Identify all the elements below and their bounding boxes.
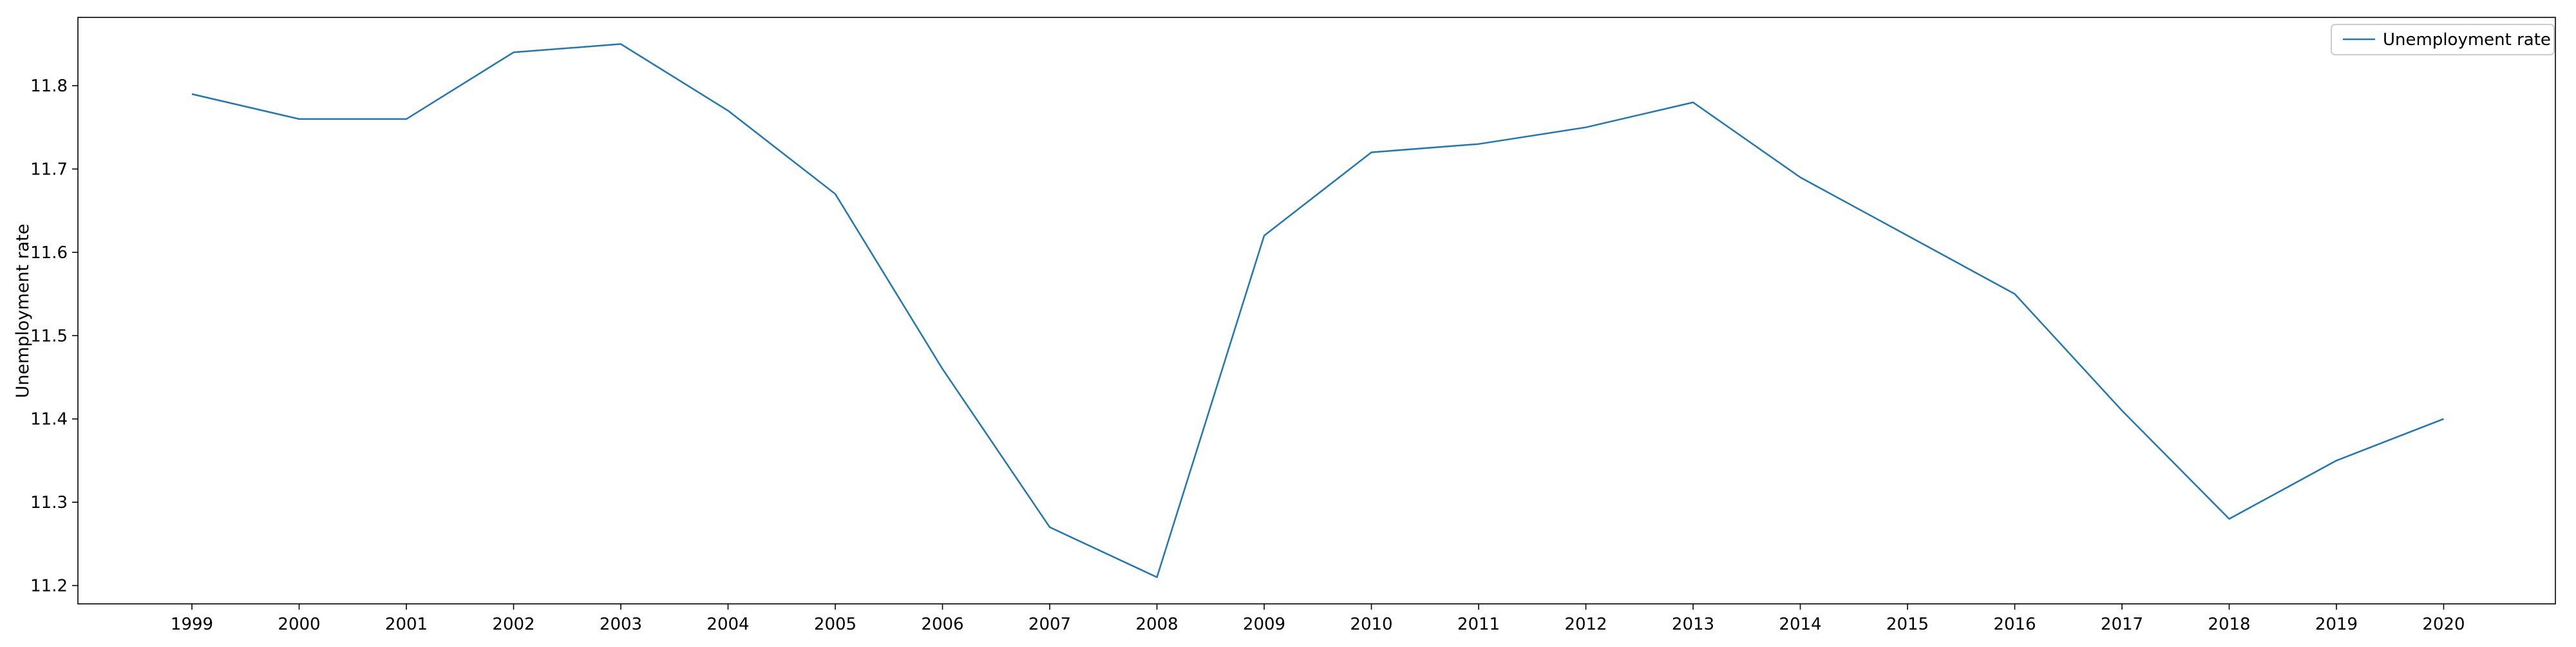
y-tick-label: 11.8	[30, 77, 68, 96]
x-tick-label: 2003	[600, 615, 642, 634]
y-tick-label: 11.4	[30, 410, 68, 429]
data-point	[727, 109, 730, 112]
plot-frame	[77, 17, 2556, 605]
data-point	[2228, 518, 2231, 520]
x-tick-label: 2013	[1672, 615, 1714, 634]
x-tick-label: 2011	[1457, 615, 1500, 634]
y-axis: 11.2 11.3 11.4 11.5 11.6 11.7 11.8	[30, 77, 78, 596]
y-tick-label: 11.7	[30, 160, 68, 180]
x-tick-label: 2006	[921, 615, 963, 634]
x-tick-label: 2002	[492, 615, 535, 634]
data-point	[1370, 151, 1373, 154]
data-point	[942, 368, 944, 370]
data-point	[1477, 143, 1480, 145]
data-point	[1048, 526, 1051, 529]
x-tick-label: 2017	[2101, 615, 2143, 634]
x-tick-label: 2012	[1564, 615, 1607, 634]
x-tick-label: 2009	[1243, 615, 1285, 634]
y-tick-label: 11.3	[30, 493, 68, 512]
data-point	[1692, 101, 1694, 104]
data-point	[2121, 409, 2123, 412]
data-point	[191, 93, 193, 95]
y-axis-title: Unemployment rate	[13, 224, 33, 399]
x-tick-label: 1999	[171, 615, 213, 634]
data-point	[1906, 234, 1909, 237]
x-tick-label: 2001	[385, 615, 428, 634]
x-tick-label: 2019	[2315, 615, 2358, 634]
data-point	[1263, 234, 1265, 237]
legend-label: Unemployment rate	[2383, 30, 2551, 50]
x-tick-label: 2010	[1350, 615, 1392, 634]
data-point	[405, 118, 408, 120]
x-axis: 1999 2000 2001 2002 2003 2004 2005 2006 2007 2008…	[171, 604, 2465, 634]
legend-box	[2331, 24, 2555, 55]
x-tick-label: 2016	[1993, 615, 2036, 634]
series-line-unemployment-rate	[191, 43, 2444, 578]
data-point	[2014, 293, 2016, 295]
y-tick-label: 11.5	[30, 326, 68, 346]
x-tick-label: 2005	[814, 615, 857, 634]
data-point	[1585, 126, 1587, 129]
x-tick-label: 2007	[1028, 615, 1071, 634]
data-point	[1799, 176, 1802, 178]
x-tick-label: 2000	[278, 615, 320, 634]
x-tick-label: 2004	[706, 615, 749, 634]
x-tick-label: 2020	[2422, 615, 2465, 634]
data-point	[298, 118, 301, 120]
data-point	[513, 51, 515, 53]
x-tick-label: 2014	[1779, 615, 1821, 634]
data-point	[834, 192, 837, 195]
data-point	[2335, 459, 2338, 462]
series-layer	[191, 42, 2445, 579]
x-tick-label: 2015	[1886, 615, 1929, 634]
x-tick-label: 2018	[2208, 615, 2250, 634]
legend: Unemployment rate	[2331, 24, 2555, 55]
data-point	[620, 42, 622, 45]
data-point	[2443, 418, 2445, 420]
x-tick-label: 2008	[1135, 615, 1178, 634]
data-point	[1156, 576, 1159, 579]
y-tick-label: 11.6	[30, 243, 68, 263]
y-tick-label: 11.2	[30, 577, 68, 596]
